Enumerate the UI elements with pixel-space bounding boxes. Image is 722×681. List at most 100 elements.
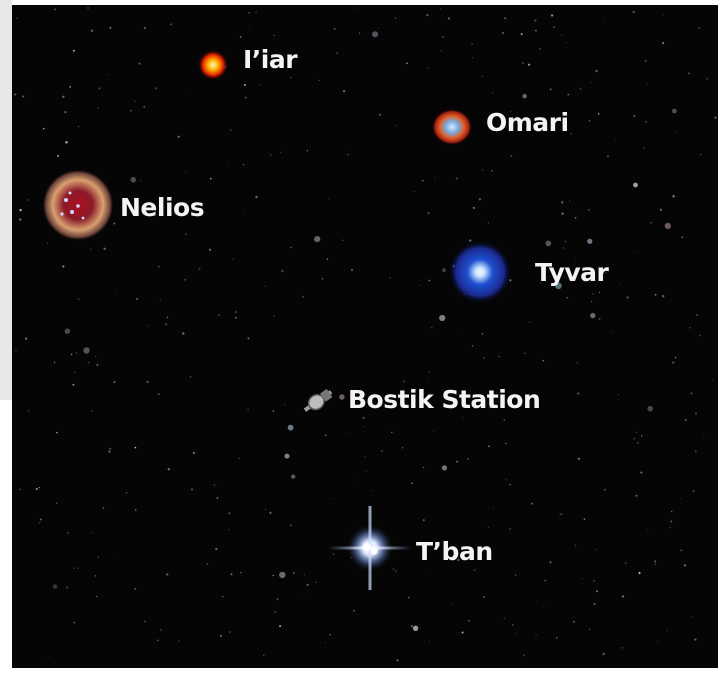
background-star: [594, 603, 596, 605]
background-star: [96, 596, 97, 597]
background-star: [491, 170, 493, 172]
background-star: [654, 560, 656, 562]
background-star: [307, 584, 309, 586]
background-star: [595, 70, 597, 72]
background-star: [675, 132, 676, 133]
background-star: [512, 624, 513, 625]
background-star: [97, 107, 98, 108]
background-star: [647, 84, 648, 85]
background-star: [235, 311, 237, 313]
star-core: [363, 543, 371, 551]
background-star: [339, 394, 344, 399]
background-star: [488, 222, 489, 223]
background-star: [467, 458, 469, 460]
background-star: [667, 630, 668, 631]
background-star: [88, 362, 90, 364]
location-label: Nelios: [120, 193, 204, 222]
background-star: [73, 568, 74, 569]
background-star: [403, 381, 405, 383]
background-star: [406, 62, 408, 64]
background-star: [505, 443, 506, 444]
background-star: [143, 106, 145, 108]
background-star: [636, 495, 638, 497]
background-star: [365, 456, 366, 457]
background-star: [391, 432, 392, 433]
background-star: [529, 322, 530, 323]
background-star: [99, 87, 101, 89]
background-star: [28, 410, 30, 412]
background-star: [396, 125, 397, 126]
background-star: [442, 268, 446, 272]
background-star: [395, 570, 397, 572]
background-star: [243, 164, 244, 165]
background-star: [193, 452, 195, 454]
background-star: [247, 409, 249, 411]
background-star: [672, 195, 674, 197]
background-star: [504, 17, 506, 19]
background-star: [543, 606, 544, 607]
background-star: [672, 361, 674, 363]
background-star: [429, 641, 430, 642]
background-star: [647, 406, 653, 412]
background-star: [638, 572, 640, 574]
background-star: [36, 488, 38, 490]
background-star: [190, 376, 191, 377]
star-core: [371, 548, 378, 555]
background-star: [482, 333, 484, 335]
background-star: [515, 574, 517, 576]
background-star: [423, 519, 425, 521]
background-star: [402, 447, 403, 448]
background-star: [228, 512, 230, 514]
background-star: [577, 362, 579, 364]
background-star: [27, 199, 28, 200]
background-star: [190, 94, 191, 95]
background-star: [54, 362, 55, 363]
background-star: [645, 60, 647, 62]
background-star: [561, 201, 563, 203]
background-star: [103, 248, 105, 250]
background-star: [147, 325, 148, 326]
location-label: Tyvar: [535, 258, 610, 287]
background-star: [342, 240, 343, 241]
background-star: [113, 223, 115, 225]
background-star: [91, 30, 93, 32]
background-star: [62, 96, 64, 98]
background-star: [427, 67, 428, 68]
background-star: [604, 489, 606, 491]
background-star: [441, 50, 442, 51]
background-star: [561, 35, 562, 36]
background-star: [618, 395, 619, 396]
background-star: [599, 292, 600, 293]
background-star: [184, 279, 186, 281]
background-star: [569, 201, 570, 202]
background-star: [165, 323, 167, 325]
background-star: [304, 594, 305, 595]
background-star: [550, 561, 552, 563]
background-star: [575, 217, 577, 219]
background-star: [39, 487, 40, 488]
background-star: [580, 88, 582, 90]
background-star: [534, 19, 536, 21]
background-star: [504, 420, 505, 421]
background-star: [662, 42, 664, 44]
background-star: [695, 451, 697, 453]
background-star: [456, 177, 458, 179]
background-star: [703, 434, 704, 435]
background-star: [66, 586, 68, 588]
background-star: [144, 27, 146, 29]
background-star: [43, 128, 45, 130]
background-star: [280, 152, 281, 153]
background-star: [178, 136, 180, 138]
background-star: [182, 332, 184, 334]
background-star: [681, 236, 683, 238]
background-star: [158, 266, 160, 268]
background-star: [510, 155, 512, 157]
background-star: [619, 284, 620, 285]
background-star: [78, 299, 79, 300]
background-star: [522, 62, 523, 63]
background-star: [327, 259, 328, 260]
background-star: [680, 498, 681, 499]
background-star: [96, 364, 98, 366]
background-star: [589, 120, 590, 121]
star-map: I’iar Omari Nelios Tyvar Bostik Station: [0, 0, 722, 681]
